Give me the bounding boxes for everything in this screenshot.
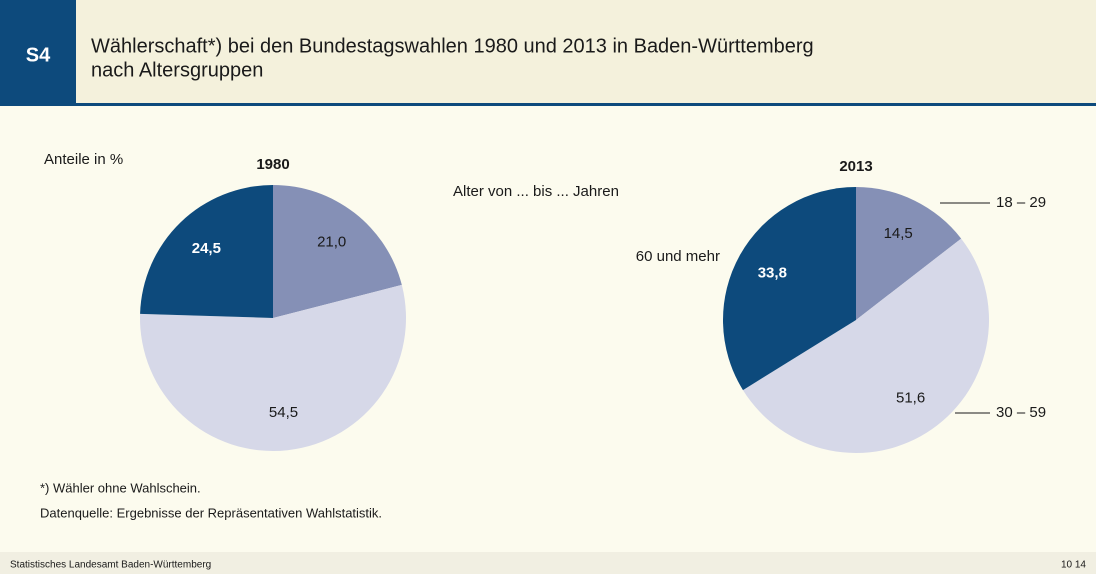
pie-slice [273, 185, 402, 318]
legend-label: 60 und mehr [636, 248, 720, 265]
header-bar [0, 0, 1096, 104]
badge: S4 [26, 44, 51, 66]
pie-title: 2013 [839, 158, 872, 175]
pie-slice [856, 187, 962, 320]
value-label: 54,5 [269, 404, 298, 421]
footnote: *) Wähler ohne Wahlschein. [40, 480, 201, 495]
title-line: nach Altersgruppen [91, 59, 263, 81]
title-line: Wählerschaft*) bei den Bundestagswahlen … [91, 35, 814, 57]
unit-label: Anteile in % [44, 151, 123, 168]
pie-slice [742, 238, 990, 454]
pie-title: 1980 [256, 156, 289, 173]
value-label: 33,8 [758, 264, 787, 281]
pie-slice [140, 185, 273, 318]
legend-label: 18 – 29 [996, 194, 1046, 211]
pie-slice [140, 284, 406, 452]
footer-right: 10 14 [1061, 560, 1086, 571]
footer-left: Statistisches Landesamt Baden-Württember… [10, 560, 211, 571]
legend-label: 30 – 59 [996, 404, 1046, 421]
value-label: 14,5 [884, 225, 913, 242]
header-rule [0, 103, 1096, 106]
source: Datenquelle: Ergebnisse der Repräsentati… [40, 505, 382, 520]
footer-bar [0, 552, 1096, 574]
legend-title: Alter von ... bis ... Jahren [453, 183, 619, 200]
value-label: 21,0 [317, 233, 346, 250]
badge-box [0, 0, 76, 104]
value-label: 51,6 [896, 390, 925, 407]
value-label: 24,5 [192, 240, 221, 257]
pie-slice [723, 187, 856, 391]
